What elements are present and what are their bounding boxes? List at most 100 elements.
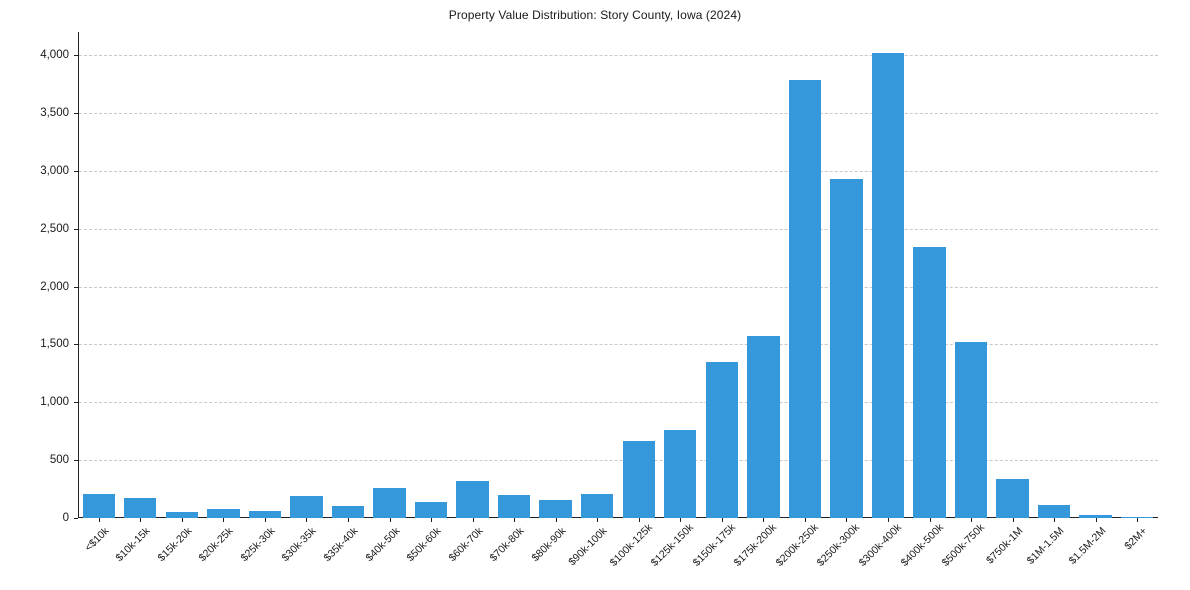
y-tick-mark	[74, 344, 78, 346]
x-tick-label: $500k-750k	[939, 521, 987, 569]
x-tick-mark	[264, 518, 266, 522]
x-tick-mark	[472, 518, 474, 522]
bar[interactable]	[82, 494, 115, 518]
x-tick-label: $15k-20k	[155, 525, 195, 565]
x-tick-label: $50k-60k	[404, 525, 444, 565]
x-tick-mark	[971, 518, 973, 522]
x-tick-label: $25k-30k	[238, 525, 278, 565]
x-tick-label: <$10k	[82, 525, 112, 554]
x-tick-mark	[1012, 518, 1014, 522]
bar[interactable]	[581, 494, 614, 518]
bar[interactable]	[165, 511, 199, 518]
bar[interactable]	[788, 80, 822, 518]
y-tick-mark	[74, 55, 78, 57]
y-tick-label: 3,000	[40, 164, 69, 177]
x-tick-label: $200k-250k	[773, 521, 821, 569]
x-tick-label: $10k-15k	[113, 525, 153, 565]
y-tick-mark	[74, 170, 78, 172]
x-tick-mark	[223, 518, 225, 522]
bar[interactable]	[290, 496, 323, 518]
bar[interactable]	[497, 494, 531, 518]
x-tick-label: $70k-80k	[487, 525, 527, 565]
x-tick-label: $35k-40k	[321, 525, 361, 565]
chart-title: Property Value Distribution: Story Count…	[448, 8, 742, 22]
bar[interactable]	[871, 52, 905, 518]
x-tick-label: $150k-175k	[690, 521, 738, 569]
bar[interactable]	[1079, 515, 1112, 518]
x-tick-label: $80k-90k	[529, 525, 569, 565]
x-tick-mark	[763, 518, 765, 522]
x-tick-label: $90k-100k	[566, 525, 610, 569]
x-tick-label: $2M+	[1122, 525, 1150, 553]
bar-series	[78, 32, 1158, 518]
bar[interactable]	[705, 362, 739, 518]
x-tick-label: $175k-200k	[732, 521, 780, 569]
bar[interactable]	[414, 501, 448, 518]
bar[interactable]	[539, 500, 572, 518]
x-tick-mark	[929, 518, 931, 522]
x-tick-label: $20k-25k	[196, 525, 236, 565]
y-tick-label: 0	[62, 512, 69, 524]
y-gridline	[79, 228, 1158, 230]
bar[interactable]	[1037, 505, 1071, 518]
x-tick-mark	[1095, 518, 1097, 522]
bar[interactable]	[664, 430, 697, 518]
bar[interactable]	[913, 246, 946, 518]
y-gridline	[79, 286, 1158, 288]
bar[interactable]	[996, 478, 1029, 518]
x-tick-mark	[721, 518, 723, 522]
x-tick-mark	[597, 518, 599, 522]
y-tick-label: 2,500	[40, 222, 69, 235]
x-tick-label: $750k-1M	[983, 525, 1026, 567]
bar[interactable]	[830, 178, 863, 518]
bar[interactable]	[373, 487, 406, 518]
plot-area	[78, 32, 1158, 518]
x-tick-mark	[680, 518, 682, 522]
y-gridline	[79, 344, 1158, 346]
x-tick-label: $60k-70k	[446, 525, 486, 565]
x-tick-label: $400k-500k	[898, 521, 946, 569]
bar[interactable]	[248, 511, 282, 518]
x-tick-mark	[140, 518, 142, 522]
x-tick-label: $1M-1.5M	[1024, 525, 1067, 567]
x-tick-label: $300k-400k	[856, 521, 904, 569]
y-tick-mark	[74, 113, 78, 114]
x-tick-mark	[306, 518, 308, 522]
bar[interactable]	[207, 508, 240, 518]
x-tick-mark	[1054, 518, 1056, 522]
bar[interactable]	[331, 505, 365, 518]
x-tick-mark	[348, 518, 349, 522]
y-tick-mark	[74, 460, 78, 462]
y-gridline	[79, 113, 1158, 114]
y-gridline	[79, 402, 1158, 404]
x-tick-label: $30k-35k	[279, 525, 319, 565]
x-tick-mark	[431, 518, 433, 522]
y-tick-label: 500	[49, 454, 69, 467]
bar[interactable]	[954, 342, 988, 518]
y-tick-label: 1,500	[40, 338, 69, 351]
bar[interactable]	[747, 335, 780, 518]
x-tick-label: $125k-150k	[648, 521, 697, 569]
y-tick-label: 1,000	[40, 396, 69, 409]
y-tick-label: 3,500	[40, 107, 69, 119]
bar[interactable]	[622, 441, 655, 518]
x-tick-label: $100k-125k	[607, 521, 655, 569]
y-tick-label: 2,000	[40, 280, 69, 293]
y-tick-mark	[74, 518, 78, 519]
x-tick-mark	[389, 518, 391, 522]
x-tick-mark	[804, 518, 806, 522]
x-tick-mark	[1137, 518, 1139, 522]
x-tick-label: $40k-50k	[362, 525, 403, 565]
bar[interactable]	[124, 498, 157, 518]
bar[interactable]	[1121, 517, 1154, 518]
x-tick-mark	[846, 518, 848, 522]
x-tick-mark	[514, 518, 516, 522]
x-tick-mark	[98, 518, 100, 522]
bar[interactable]	[456, 480, 489, 518]
x-tick-mark	[638, 518, 640, 522]
x-tick-mark	[555, 518, 557, 522]
y-tick-label: 4,000	[40, 49, 69, 62]
x-tick-mark	[181, 518, 183, 522]
x-tick-label: $1.5M-2M	[1066, 525, 1109, 567]
